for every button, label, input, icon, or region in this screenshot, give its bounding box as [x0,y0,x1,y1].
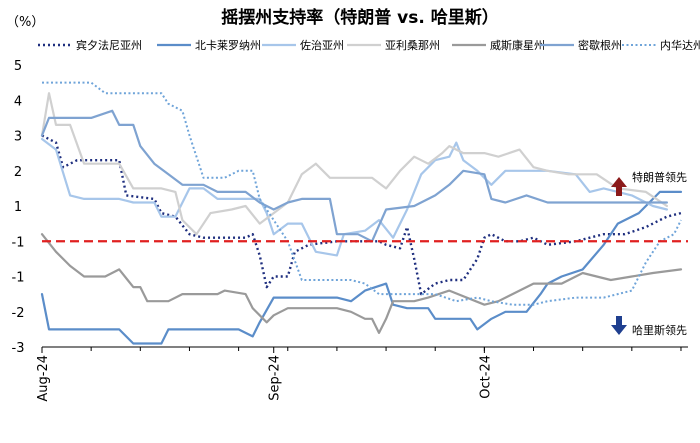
y-tick-label: 1 [14,200,22,215]
trump-lead-annotation: 特朗普领先 [611,170,687,196]
legend-label: 北卡莱罗纳州 [195,39,261,52]
trump-lead-label: 特朗普领先 [632,170,687,184]
legend-label: 威斯康星州 [490,38,545,52]
y-tick-label: 5 [14,59,22,74]
y-tick-label: 4 [14,94,22,109]
series-line-4 [40,92,669,236]
series-line-1 [41,134,682,296]
series-line-6 [40,109,669,243]
series-line-7 [42,81,682,306]
legend-label: 密歇根州 [578,38,622,52]
y-unit-label: （%） [6,15,44,30]
series-line-2 [40,190,683,345]
legend-label: 内华达州 [660,38,700,52]
legend-label: 亚利桑那州 [385,39,440,52]
down-arrow-icon [611,316,627,335]
x-axis-ticks: Aug-24 Sep-24 Oct-24 [36,347,682,402]
up-arrow-icon [611,177,627,196]
chart-title: 摇摆州支持率（特朗普 vs. 哈里斯） [221,7,499,28]
series-line-3 [40,137,669,257]
legend-label: 佐治亚州 [300,38,344,52]
series-lines [40,81,683,345]
x-tick-label: Sep-24 [268,355,283,401]
y-tick-label: -2 [12,306,25,321]
legend-label: 宾夕法尼亚州 [76,38,142,52]
legend: 宾夕法尼亚州 北卡莱罗纳州 佐治亚州 亚利桑那州 威斯康星州 密歇根州 内华达州 [38,38,700,52]
x-tick-label: Oct-24 [478,355,493,399]
y-tick-label: -1 [12,235,25,250]
y-axis-tick-labels: 5 4 3 2 1 -1 -1 -2 -3 [12,59,25,356]
x-tick-label: Aug-24 [36,355,51,402]
y-tick-label: -3 [12,341,25,356]
series-line-5 [40,233,683,334]
harris-lead-label: 哈里斯领先 [632,324,687,337]
y-tick-label: -1 [12,271,25,286]
y-tick-label: 3 [14,130,22,145]
harris-lead-annotation: 哈里斯领先 [611,316,687,337]
y-tick-label: 2 [14,165,22,180]
